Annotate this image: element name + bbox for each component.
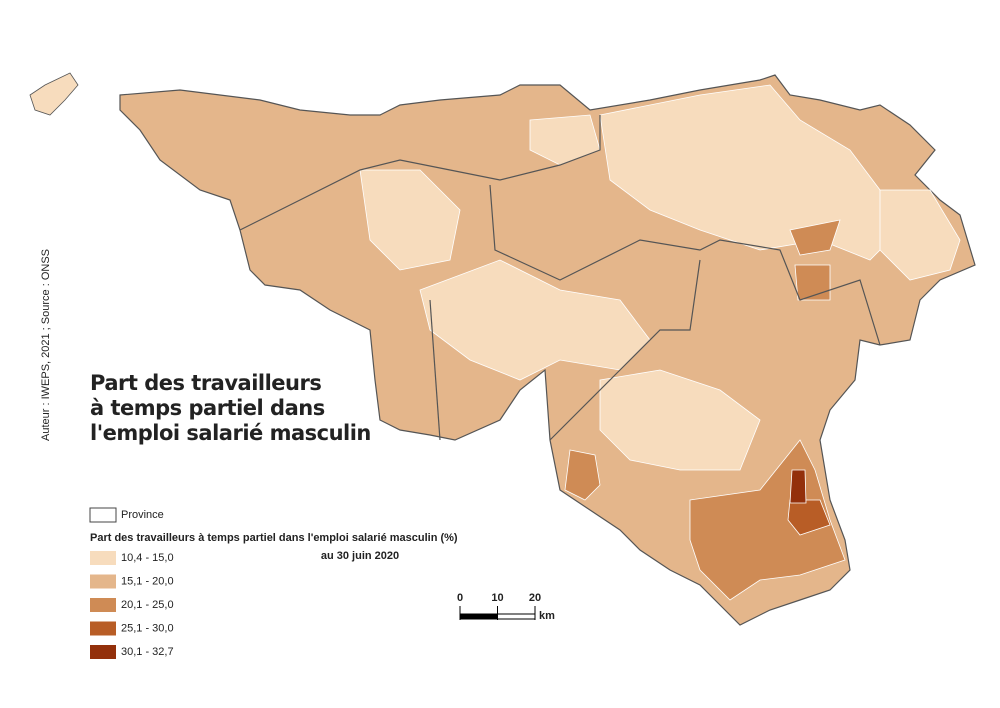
legend-label: 10,4 - 15,0 <box>121 552 174 564</box>
province-boundary <box>549 259 701 441</box>
legend-swatch <box>90 574 116 589</box>
area-mid <box>789 219 841 256</box>
scale-unit: km <box>539 610 555 622</box>
title-line: à temps partiel dans <box>90 396 325 420</box>
area-mid <box>689 439 846 601</box>
area-high <box>787 499 831 536</box>
legend-label: 20,1 - 25,0 <box>121 599 174 611</box>
scale-bar: 0 10 20 km <box>457 592 555 622</box>
province-boundary <box>239 115 601 231</box>
scale-label: 0 <box>457 592 463 604</box>
title: Part des travailleurs à temps partiel da… <box>90 371 371 445</box>
source: Auteur : IWEPS, 2021 ; Source : ONSS <box>40 249 52 441</box>
legend-swatch <box>90 598 116 612</box>
area-mid <box>564 449 601 501</box>
scale-label: 20 <box>529 592 541 604</box>
province-boundary <box>429 299 441 441</box>
province-swatch <box>89 507 117 523</box>
area-light <box>879 189 961 281</box>
area-mid <box>794 264 831 301</box>
area-light <box>359 169 461 271</box>
area-light <box>599 369 761 471</box>
enclave <box>29 72 79 116</box>
province-boundary <box>489 184 881 346</box>
title-line: l'emploi salarié masculin <box>90 421 371 445</box>
legend-label: 15,1 - 20,0 <box>121 575 174 587</box>
title-line: Part des travailleurs <box>90 371 321 395</box>
scale-label: 10 <box>491 592 503 604</box>
legend-label: 25,1 - 30,0 <box>121 622 174 634</box>
legend: 10,4 - 15,0 15,1 - 20,0 20,1 - 25,0 25,1 - … <box>90 551 174 659</box>
scale-segment <box>459 613 498 620</box>
scale-segment <box>497 613 536 620</box>
legend-swatch <box>90 645 116 659</box>
legend-label: 30,1 - 32,7 <box>121 646 174 658</box>
legend-swatch <box>90 621 116 636</box>
area-max <box>789 469 807 504</box>
legend-province: Province <box>121 509 164 521</box>
map <box>29 72 976 626</box>
legend-swatch <box>90 551 116 565</box>
legend-date: au 30 juin 2020 <box>321 550 399 562</box>
legend-heading: Part des travailleurs à temps partiel da… <box>90 532 458 544</box>
